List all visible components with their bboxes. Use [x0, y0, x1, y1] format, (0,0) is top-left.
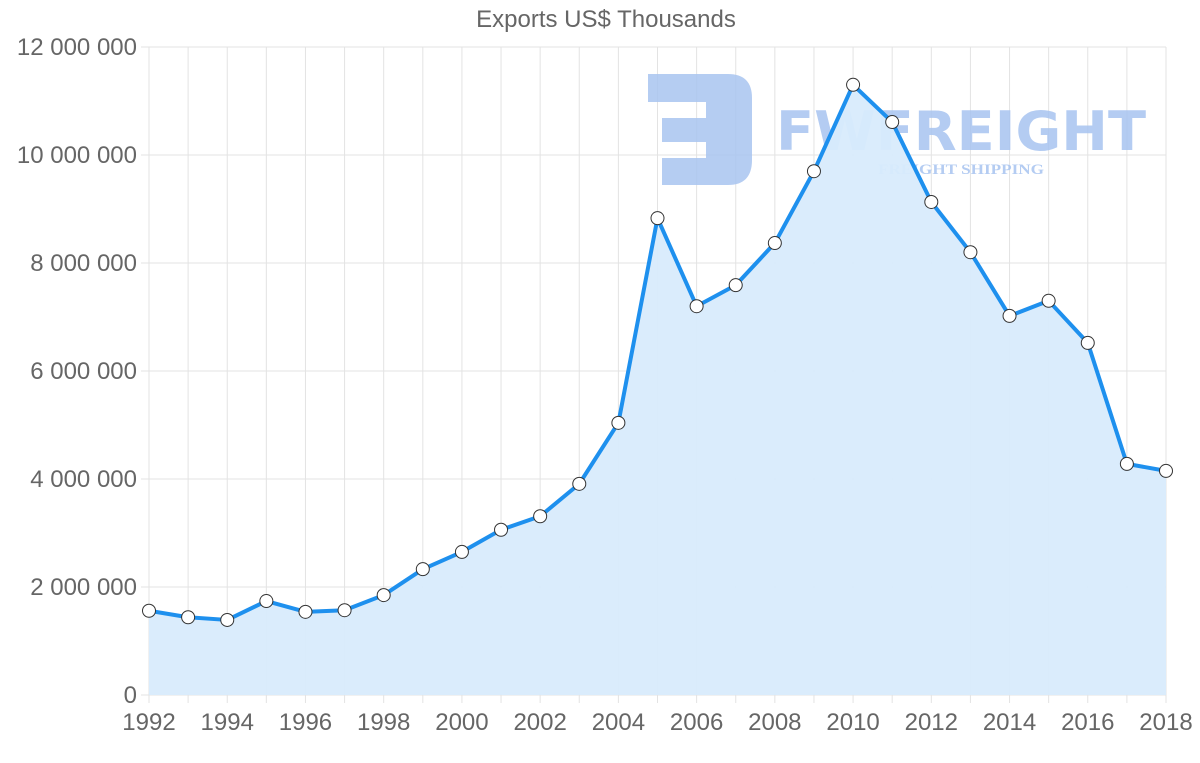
x-tick-label: 2010 [826, 709, 879, 736]
data-point-2013[interactable] [963, 245, 978, 260]
data-point-2017[interactable] [1119, 456, 1134, 471]
y-tick-label: 10 000 000 [17, 142, 137, 169]
x-tick-label: 1994 [201, 709, 254, 736]
x-tick-label: 1992 [122, 709, 175, 736]
data-points [142, 77, 1173, 627]
data-point-1992[interactable] [142, 603, 156, 618]
x-tick-label: 2004 [592, 709, 645, 736]
data-point-2007[interactable] [728, 278, 743, 293]
x-axis: 1992 1994 1996 1998 2000 2002 2004 2006 2008 2010… [122, 709, 1192, 736]
x-tick-label: 2000 [435, 709, 488, 736]
x-tick-label: 2006 [670, 709, 723, 736]
data-point-2012[interactable] [924, 194, 939, 209]
y-tick-label: 4 000 000 [30, 466, 137, 493]
data-point-2018[interactable] [1159, 463, 1173, 478]
data-point-2002[interactable] [533, 509, 548, 524]
data-point-1993[interactable] [181, 610, 196, 625]
data-point-2009[interactable] [806, 164, 821, 179]
data-point-2000[interactable] [454, 544, 469, 559]
data-point-1998[interactable] [376, 588, 391, 603]
data-point-2003[interactable] [572, 476, 587, 491]
data-point-1996[interactable] [298, 604, 313, 619]
data-point-2004[interactable] [611, 415, 626, 430]
area-fill [149, 84, 1166, 696]
x-tick-label: 1998 [357, 709, 410, 736]
x-tick-label: 2012 [905, 709, 958, 736]
x-tick-label: 2014 [983, 709, 1036, 736]
data-point-2008[interactable] [767, 236, 782, 251]
y-tick-label: 6 000 000 [30, 358, 137, 385]
data-point-2010[interactable] [846, 77, 861, 92]
x-tick-label: 2018 [1139, 709, 1192, 736]
data-point-1995[interactable] [259, 594, 274, 609]
y-tick-label: 0 [124, 682, 137, 709]
data-point-2015[interactable] [1041, 293, 1056, 308]
logo-mark-icon [648, 74, 752, 185]
x-tick-label: 2008 [748, 709, 801, 736]
x-tick-label: 2002 [513, 709, 566, 736]
data-point-1994[interactable] [220, 612, 235, 627]
data-point-1997[interactable] [337, 603, 352, 618]
y-tick-label: 12 000 000 [17, 34, 137, 61]
data-point-1999[interactable] [415, 562, 430, 577]
y-tick-label: 8 000 000 [30, 250, 137, 277]
data-point-2005[interactable] [650, 211, 665, 226]
data-point-2011[interactable] [885, 115, 900, 130]
data-point-2014[interactable] [1002, 308, 1017, 323]
y-tick-label: 2 000 000 [30, 574, 137, 601]
y-axis: 0 2 000 000 4 000 000 6 000 000 8 000 000 10 … [17, 34, 137, 709]
data-point-2006[interactable] [689, 299, 704, 314]
x-tick-label: 1996 [279, 709, 332, 736]
data-point-2001[interactable] [494, 522, 509, 537]
chart-title: Exports US$ Thousands [476, 6, 736, 33]
x-tick-label: 2016 [1061, 709, 1114, 736]
data-point-2016[interactable] [1080, 335, 1095, 350]
